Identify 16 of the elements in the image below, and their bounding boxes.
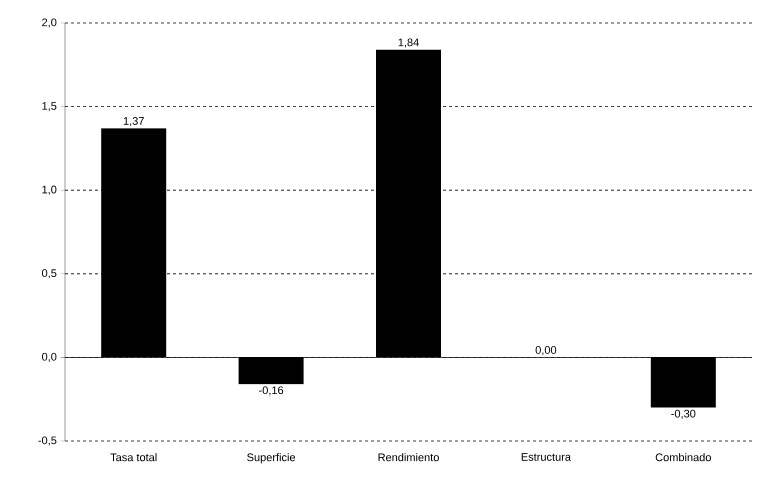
- x-tick-label: Combinado: [656, 453, 711, 462]
- data-label: -0,16: [259, 386, 284, 396]
- x-tick-label: Tasa total: [110, 453, 156, 462]
- y-tick-label: 2,0: [42, 18, 56, 28]
- data-label: 1,84: [398, 38, 419, 48]
- x-tick-label: Estructura: [522, 453, 571, 461]
- data-label: -0,30: [671, 410, 696, 419]
- y-tick-label: 1,0: [42, 186, 56, 195]
- x-tick-label: Rendimiento: [378, 453, 439, 462]
- y-tick-label: 0,0: [42, 352, 56, 362]
- y-tick-label: 1,5: [42, 102, 56, 112]
- data-label: 1,37: [124, 117, 144, 126]
- x-tick-label: Superficie: [247, 453, 296, 464]
- data-label: 0,00: [536, 346, 556, 356]
- y-tick-label: -0,5: [38, 436, 56, 446]
- y-tick-label: 0,5: [42, 269, 56, 278]
